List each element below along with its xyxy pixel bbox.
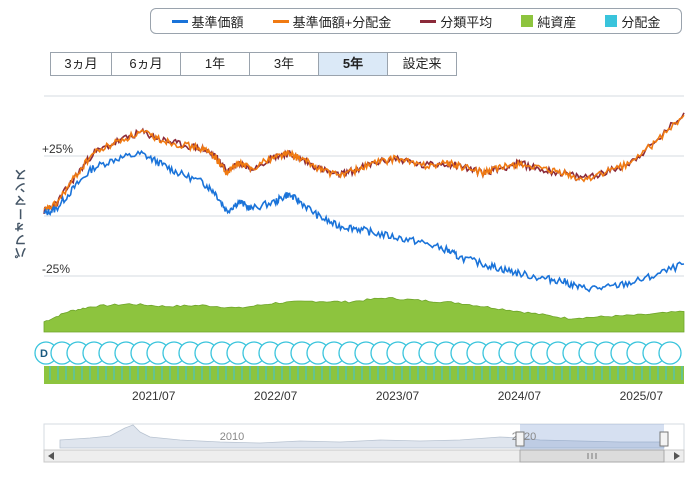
- line-swatch-icon: [420, 19, 437, 23]
- navigator-label: 2010: [220, 431, 244, 443]
- navigator-selection: [520, 424, 664, 450]
- legend-item[interactable]: 純資産: [521, 12, 576, 31]
- legend-item[interactable]: 基準価額: [171, 12, 244, 31]
- distribution-marker-icon: [658, 341, 682, 365]
- series-line: [43, 112, 685, 215]
- x-tick-label: 2021/07: [132, 389, 176, 403]
- x-tick-label: 2025/07: [620, 389, 664, 403]
- legend-label: 基準価額: [191, 14, 244, 30]
- legend-item[interactable]: 基準価額+分配金: [272, 12, 392, 31]
- tab-period[interactable]: 1年: [180, 52, 250, 76]
- legend-item[interactable]: 分配金: [605, 12, 660, 31]
- x-tick-label: 2022/07: [254, 389, 298, 403]
- period-tabs: 3ヵ月 6ヵ月 1年 3年 5年 設定来: [50, 52, 457, 76]
- legend-label: 分配金: [621, 14, 661, 30]
- tab-period[interactable]: 設定来: [387, 52, 457, 76]
- box-swatch-icon: [605, 15, 618, 27]
- navigator-area: [59, 424, 665, 449]
- tab-period[interactable]: 6ヵ月: [111, 52, 181, 76]
- line-swatch-icon: [272, 19, 289, 23]
- line-swatch-icon: [171, 19, 188, 23]
- x-tick-label: 2023/07: [376, 389, 420, 403]
- tab-period[interactable]: 3ヵ月: [50, 52, 112, 76]
- legend-label: 純資産: [537, 14, 577, 30]
- legend-label: 基準価額+分配金: [292, 14, 392, 30]
- distribution-strip: [44, 366, 684, 384]
- series-line: [43, 114, 685, 211]
- y-tick-label: +25%: [42, 142, 73, 156]
- y-tick-label: -25%: [42, 262, 70, 276]
- scroll-right-icon[interactable]: [674, 452, 680, 460]
- navigator-handle-icon[interactable]: [659, 431, 669, 447]
- box-swatch-icon: [521, 15, 534, 27]
- tab-period[interactable]: 3年: [249, 52, 319, 76]
- net-assets-area: [43, 297, 685, 333]
- navigator-handle-icon[interactable]: [515, 431, 525, 447]
- tab-period[interactable]: 5年: [318, 52, 388, 76]
- scroll-left-icon[interactable]: [48, 452, 54, 460]
- series-line: [43, 149, 685, 293]
- distribution-marker-label: D: [40, 348, 48, 360]
- chart-legend: 基準価額 基準価額+分配金 分類平均 純資産 分配金: [150, 8, 682, 34]
- legend-item[interactable]: 分類平均: [420, 12, 492, 31]
- x-tick-label: 2024/07: [498, 389, 542, 403]
- legend-label: 分類平均: [440, 14, 493, 30]
